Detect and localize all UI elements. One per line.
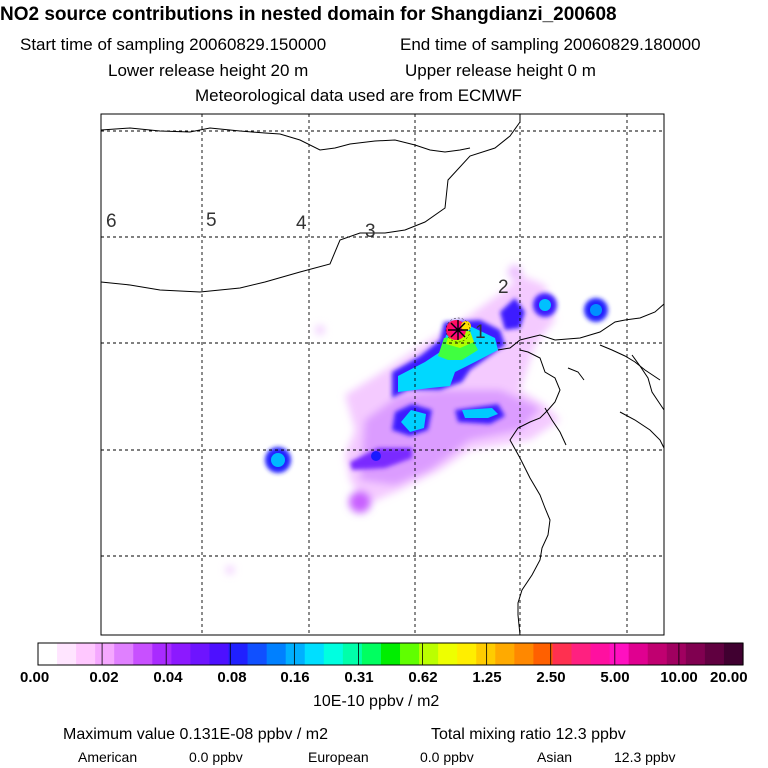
legend-swatch xyxy=(285,643,306,665)
legend-tick-6: 0.62 xyxy=(408,669,438,686)
region-asian-value: 12.3 ppbv xyxy=(614,749,676,765)
distance-label-3: 3 xyxy=(365,221,376,242)
color-legend xyxy=(37,642,744,666)
end-time: End time of sampling 20060829.180000 xyxy=(400,35,701,54)
distance-labels: 6 5 4 3 2 1 xyxy=(106,210,509,343)
maximum-value: Maximum value 0.131E-08 ppbv / m2 xyxy=(63,726,329,743)
distance-label-4: 4 xyxy=(296,213,307,234)
region-asian-name: Asian xyxy=(537,749,573,765)
legend-swatch xyxy=(95,643,115,665)
map-frame xyxy=(100,113,665,636)
distance-label-1: 1 xyxy=(475,322,486,343)
legend-tick-7: 1.25 xyxy=(472,669,502,686)
legend-swatch xyxy=(380,643,401,665)
legend-swatch xyxy=(38,643,58,665)
legend-swatch xyxy=(476,643,496,665)
legend-swatch xyxy=(190,643,211,665)
start-time: Start time of sampling 20060829.150000 xyxy=(20,35,327,54)
distance-label-6: 6 xyxy=(106,211,117,232)
legend-swatch xyxy=(114,643,134,665)
legend-border xyxy=(37,642,744,666)
met-data-source: Meteorological data used are from ECMWF xyxy=(195,86,522,105)
legend-tick-1: 0.02 xyxy=(89,669,119,686)
legend-tick-5: 0.31 xyxy=(344,669,374,686)
legend-swatch xyxy=(228,643,249,665)
legend-swatch xyxy=(342,643,363,665)
region-american-value: 0.0 ppbv xyxy=(189,749,243,765)
legend-swatch xyxy=(666,643,687,665)
legend-swatch xyxy=(495,643,515,665)
legend-tick-11: 20.00 xyxy=(710,669,748,686)
legend-tick-8: 2.50 xyxy=(536,669,566,686)
legend-swatch xyxy=(209,643,230,665)
legend-swatch xyxy=(400,643,420,665)
legend-tick-0: 0.00 xyxy=(20,669,50,686)
distance-label-5: 5 xyxy=(206,210,217,231)
legend-tick-10: 10.00 xyxy=(660,669,698,686)
asterisk-icon xyxy=(448,320,468,340)
legend-swatch xyxy=(76,643,96,665)
legend-swatch xyxy=(171,643,192,665)
legend-swatch xyxy=(628,643,649,665)
legend-swatch xyxy=(266,643,287,665)
legend-swatch xyxy=(609,643,630,665)
legend-swatch xyxy=(685,643,706,665)
total-mixing-ratio: Total mixing ratio 12.3 ppbv xyxy=(431,726,626,743)
legend-tick-4: 0.16 xyxy=(280,669,310,686)
legend-swatch xyxy=(457,643,477,665)
legend-swatch xyxy=(152,643,172,665)
legend-units: 10E-10 ppbv / m2 xyxy=(313,693,440,710)
legend-swatch xyxy=(647,643,668,665)
distance-rings xyxy=(445,317,471,343)
legend-swatch xyxy=(419,643,439,665)
legend-swatch xyxy=(133,643,153,665)
legend-swatch xyxy=(514,643,535,665)
legend-swatch xyxy=(590,643,611,665)
legend-tick-2: 0.04 xyxy=(153,669,183,686)
concentration-field xyxy=(226,265,608,574)
distance-label-2: 2 xyxy=(498,277,509,298)
lower-release-height: Lower release height 20 m xyxy=(108,61,309,80)
region-european-value: 0.0 ppbv xyxy=(420,749,474,765)
legend-swatch xyxy=(361,643,382,665)
legend-swatch xyxy=(438,643,458,665)
legend-swatch xyxy=(704,643,725,665)
legend-tick-3: 0.08 xyxy=(217,669,247,686)
upper-release-height: Upper release height 0 m xyxy=(405,61,596,80)
region-american-name: American xyxy=(78,749,138,765)
region-european-name: European xyxy=(308,749,369,765)
legend-swatch xyxy=(57,643,77,665)
legend-swatch xyxy=(571,643,592,665)
legend-swatch xyxy=(323,643,344,665)
legend-swatch xyxy=(723,643,744,665)
legend-swatch xyxy=(304,643,325,665)
legend-swatch xyxy=(247,643,268,665)
grid-lines xyxy=(101,114,664,634)
legend-swatch xyxy=(533,643,554,665)
legend-tick-9: 5.00 xyxy=(600,669,630,686)
chart-title: NO2 source contributions in nested domai… xyxy=(0,4,617,25)
legend-swatch xyxy=(552,643,573,665)
